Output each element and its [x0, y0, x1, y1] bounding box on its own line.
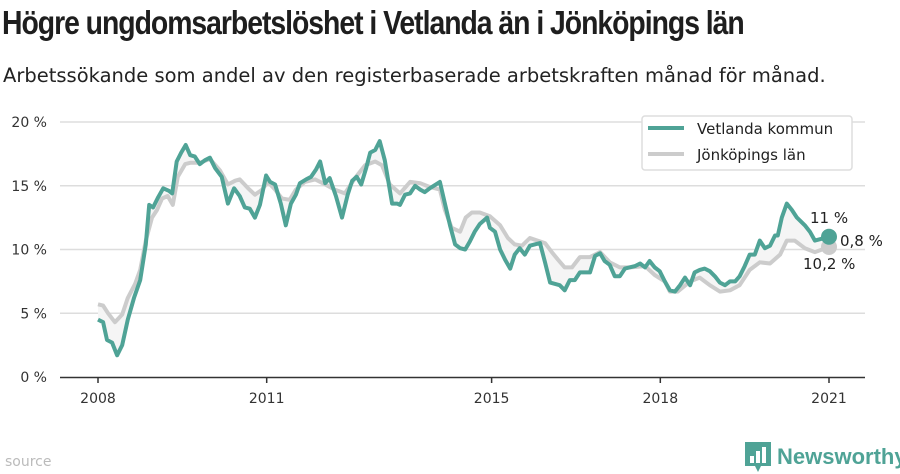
- annotation-lan-last: 10,2 %: [803, 255, 855, 273]
- y-tick-label: 15 %: [11, 179, 47, 195]
- x-tick-label: 2008: [80, 391, 116, 407]
- legend-label-lan: Jönköpings län: [696, 146, 806, 164]
- legend-label-vetlanda: Vetlanda kommun: [697, 120, 833, 138]
- x-axis: 2008 2011 2015 2018 2021: [60, 376, 865, 407]
- x-tick-label: 2011: [249, 391, 285, 407]
- y-tick-label: 0 %: [20, 370, 47, 386]
- y-tick-label: 20 %: [11, 115, 47, 131]
- legend: Vetlanda kommun Jönköpings län: [641, 115, 853, 171]
- y-axis: 0 % 5 % 10 % 15 % 20 %: [11, 115, 47, 386]
- logo-icon: [745, 442, 771, 472]
- annotation-difference: 0,8 %: [840, 232, 883, 250]
- y-tick-label: 10 %: [11, 243, 47, 259]
- brand-name: Newsworthy: [777, 444, 900, 469]
- x-tick-label: 2018: [642, 391, 678, 407]
- series-line-vetlanda-kommun: [97, 139, 830, 358]
- chart-subtitle: Arbetssökande som andel av den registerb…: [3, 64, 826, 87]
- annotation-vetlanda-last: 11 %: [810, 209, 848, 227]
- y-tick-label: 5 %: [20, 306, 47, 322]
- x-tick-label: 2015: [474, 391, 510, 407]
- source-link[interactable]: source: [5, 454, 52, 470]
- end-marker-vetlanda-kommun: [821, 228, 837, 245]
- chart-title: Högre ungdomsarbetslöshet i Vetlanda än …: [2, 4, 745, 41]
- x-tick-label: 2021: [811, 391, 847, 407]
- newsworthy-logo: Newsworthy: [745, 442, 900, 472]
